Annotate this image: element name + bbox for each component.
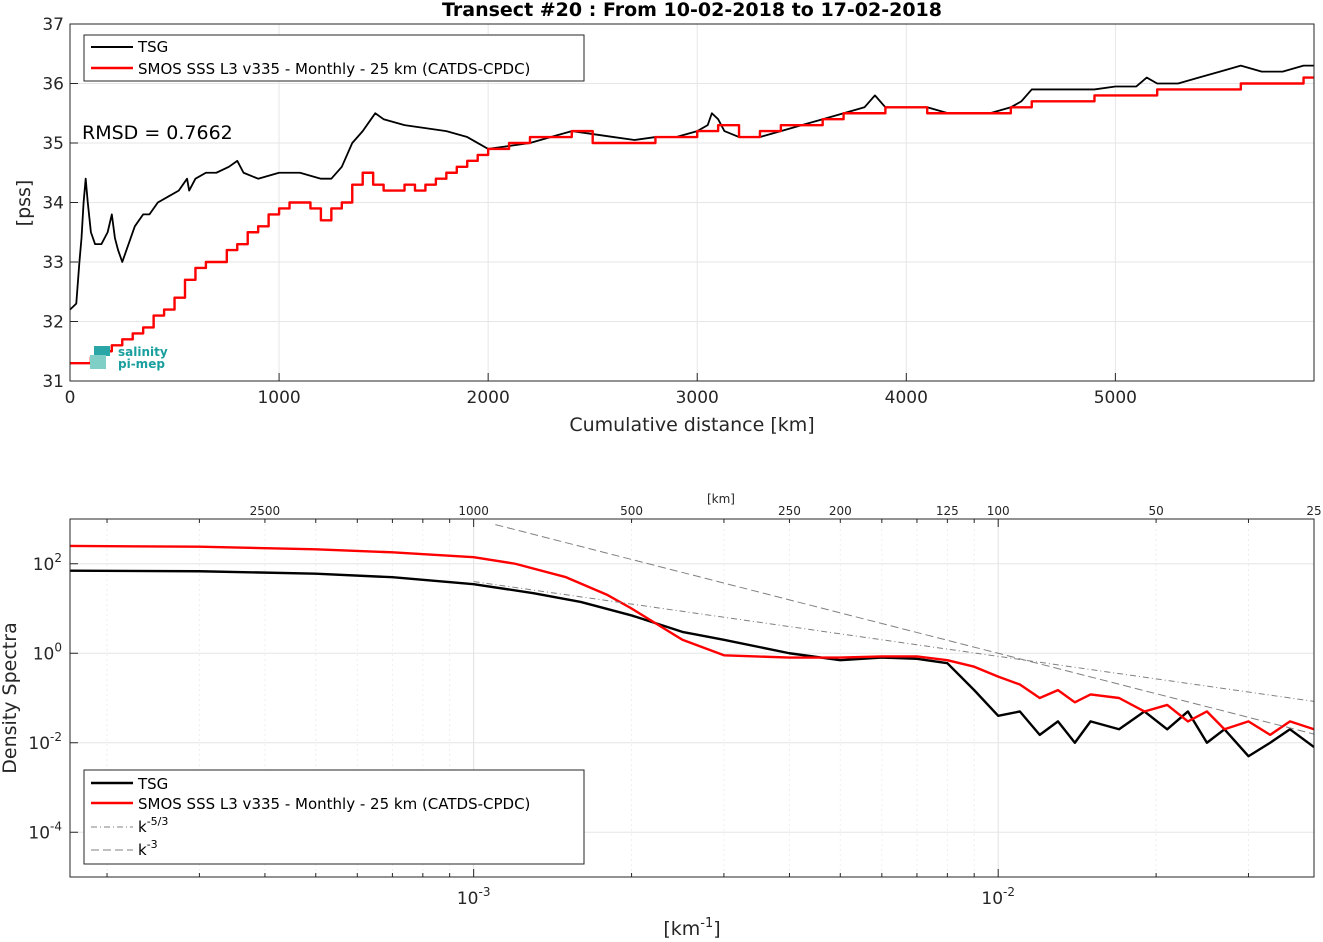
top-legend-label-smos: SMOS SSS L3 v335 - Monthly - 25 km (CATD… [138, 60, 530, 78]
top-x-tick-label: 0 [65, 388, 76, 408]
bottom-x-tick-label: 10-3 [457, 885, 491, 909]
bottom-x-tick-label: 10-2 [981, 885, 1015, 909]
rmsd-annotation: RMSD = 0.7662 [82, 122, 233, 144]
top-x-tick-label: 5000 [1094, 388, 1137, 408]
top-x-tick-label: 2000 [467, 388, 510, 408]
bottom-legend-box [83, 769, 585, 865]
salinity-transect-plot: Transect #20 : From 10-02-2018 to 17-02-… [13, 0, 1315, 436]
top-axis-tick-label: 2500 [250, 504, 281, 518]
top-axis-tick-label: 200 [829, 504, 852, 518]
top-x-ticks: 0 1000 2000 3000 4000 5000 [65, 373, 1137, 408]
bottom-legend-label-k3: k-3 [138, 838, 158, 859]
top-axis-tick-label: 50 [1148, 504, 1163, 518]
chart-title: Transect #20 : From 10-02-2018 to 17-02-… [442, 0, 942, 21]
top-y-tick-label: 36 [42, 75, 64, 95]
bottom-series-tsg-line [69, 569, 1315, 758]
top-axis-tick-label: 25 [1306, 504, 1321, 518]
bottom-x-ticks: 10-3 10-2 [106, 519, 1315, 909]
top-axis-tick-label: 250 [778, 504, 801, 518]
top-y-tick-label: 35 [42, 134, 64, 154]
bottom-series-smos-line [69, 544, 1315, 737]
salinity-pi-mep-logo: salinity pi-mep [90, 345, 168, 371]
top-series-lines [69, 64, 1314, 365]
top-y-tick-label: 33 [42, 253, 64, 273]
bottom-y-tick-label: 10-2 [28, 730, 62, 754]
bottom-y-tick-label: 100 [33, 640, 62, 664]
bottom-legend-label-tsg: TSG [137, 775, 168, 793]
logo-text-line2: pi-mep [118, 357, 165, 371]
bottom-legend: TSG SMOS SSS L3 v335 - Monthly - 25 km (… [83, 769, 585, 865]
top-legend: TSG SMOS SSS L3 v335 - Monthly - 25 km (… [83, 34, 585, 82]
bottom-y-axis-label: Density Spectra [0, 622, 21, 773]
top-y-ticks: 31 32 33 34 35 36 37 [42, 15, 78, 392]
top-x-tick-label: 1000 [257, 388, 300, 408]
bottom-y-ticks: 10-4 10-2 100 102 [28, 551, 78, 843]
top-axis-tick-label: 1000 [458, 504, 489, 518]
top-series-smos-line [70, 76, 1314, 365]
top-legend-label-tsg: TSG [137, 38, 168, 56]
top-y-tick-label: 34 [42, 194, 64, 214]
x-axis-label: Cumulative distance [km] [569, 414, 814, 436]
density-spectra-plot: 10-3 10-2 10-4 10-2 100 102 2500 1000 500 250 20… [0, 492, 1322, 940]
bottom-legend-label-smos: SMOS SSS L3 v335 - Monthly - 25 km (CATD… [138, 795, 530, 813]
bottom-y-tick-label: 10-4 [28, 819, 62, 843]
bottom-x-axis-label: [km-1] [663, 916, 720, 940]
logo-text-line1: salinity [118, 345, 168, 359]
top-axis-tick-label: 100 [987, 504, 1010, 518]
top-x-tick-label: 4000 [885, 388, 928, 408]
bottom-series-k3-line [495, 524, 1315, 735]
top-axis-tick-label: 125 [936, 504, 959, 518]
logo-cube-top [94, 346, 110, 356]
top-y-tick-label: 32 [42, 313, 64, 333]
bottom-legend-label-k53: k-5/3 [138, 815, 168, 836]
bottom-y-tick-label: 102 [33, 551, 62, 575]
bottom-series-k53-line [473, 581, 1315, 702]
top-y-tick-label: 31 [42, 372, 64, 392]
bottom-plot-frame [69, 518, 1315, 878]
top-axis-label: [km] [707, 492, 735, 506]
logo-cube-front [90, 355, 106, 369]
bottom-top-axis-ticks: 2500 1000 500 250 200 125 100 50 25 [250, 504, 1322, 518]
top-x-tick-label: 3000 [676, 388, 719, 408]
top-legend-box [83, 34, 585, 82]
bottom-grid [70, 519, 1315, 877]
bottom-series-lines [69, 524, 1315, 758]
top-axis-tick-label: 500 [620, 504, 643, 518]
y-axis-label: [pss] [13, 180, 35, 227]
top-y-tick-label: 37 [42, 15, 64, 35]
